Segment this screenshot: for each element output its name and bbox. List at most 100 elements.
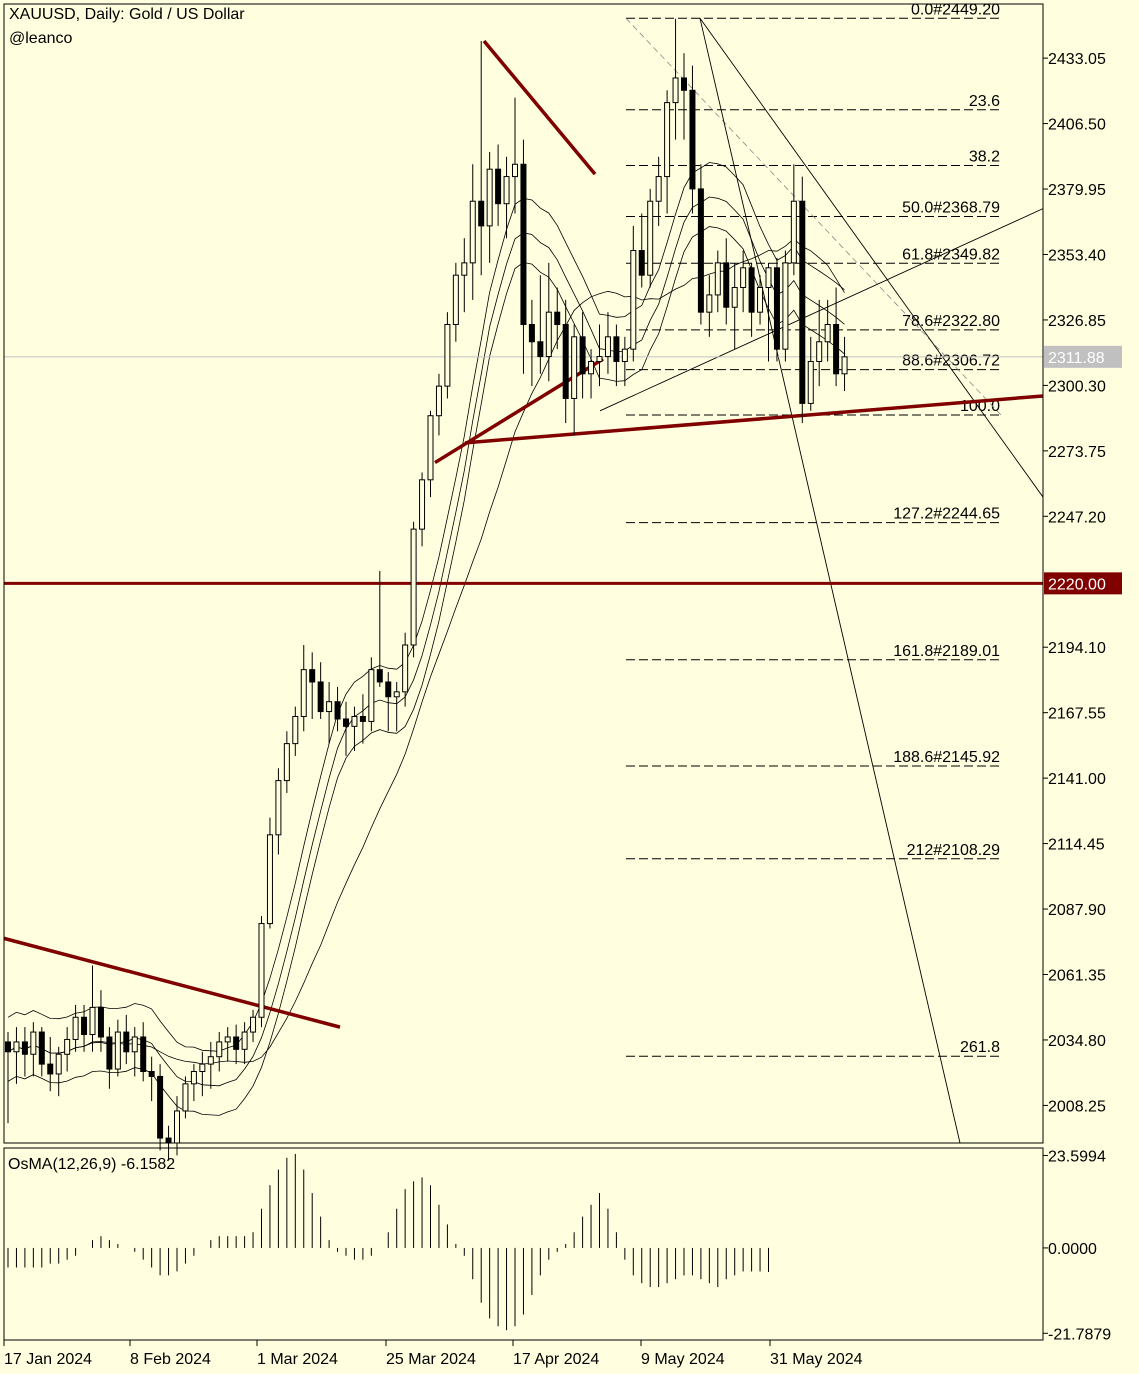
- candle-body: [520, 163, 527, 325]
- candle-body: [317, 681, 324, 713]
- candle-body: [38, 1031, 45, 1065]
- candle-body: [452, 274, 459, 325]
- candle: [38, 1027, 45, 1077]
- candle-body: [790, 200, 797, 264]
- candle-body: [697, 188, 704, 313]
- candle: [799, 176, 806, 424]
- candle-body: [334, 701, 341, 720]
- y-tick-label: 2114.45: [1048, 837, 1105, 854]
- candles-layer: [5, 18, 848, 1161]
- ma-fast-line: [7, 196, 845, 1087]
- candle: [427, 410, 434, 498]
- candle: [697, 164, 704, 325]
- candle: [174, 1096, 180, 1156]
- candle: [309, 652, 316, 719]
- fib-level-label: 38.2: [969, 148, 1000, 165]
- fib-diagonal-line: [625, 18, 1002, 416]
- candle-body: [283, 743, 290, 782]
- osma-pane-frame: [3, 1147, 1044, 1341]
- y-tick-label: 2034.80: [1048, 1033, 1106, 1050]
- candle: [199, 1051, 206, 1097]
- candle: [469, 164, 476, 300]
- candle-body: [444, 323, 451, 387]
- fib-level-label: 212#2108.29: [907, 842, 1001, 859]
- osma-tick-label: -21.7879: [1048, 1326, 1111, 1343]
- candle-body: [495, 168, 502, 205]
- y-tick-label: 2194.10: [1048, 640, 1106, 657]
- candle-body: [114, 1031, 121, 1070]
- candle-body: [182, 1083, 189, 1112]
- author-label: @leanco: [9, 30, 73, 47]
- candle-body: [233, 1036, 240, 1050]
- candle: [554, 287, 561, 350]
- candle-body: [343, 718, 349, 727]
- candle-body: [300, 669, 307, 717]
- ma-upper-band-line: [7, 162, 845, 1052]
- candle-body: [427, 415, 434, 481]
- candle-body: [64, 1038, 71, 1055]
- chart-title: XAUUSD, Daily: Gold / US Dollar: [9, 6, 245, 23]
- candle: [672, 18, 679, 140]
- candle-body: [714, 262, 721, 296]
- candle: [241, 1022, 248, 1065]
- candle: [410, 521, 417, 658]
- osma-title: OsMA(12,26,9) -6.1582: [8, 1156, 175, 1173]
- candle: [326, 681, 333, 744]
- candle: [461, 238, 468, 313]
- support-trend-line: [464, 394, 1044, 445]
- candle: [89, 965, 96, 1052]
- fib-level-label: 188.6#2145.92: [893, 749, 1000, 766]
- candle-body: [571, 336, 578, 399]
- candle: [30, 1022, 37, 1077]
- candle-body: [106, 1036, 113, 1070]
- candle-body: [21, 1041, 28, 1055]
- candle-body: [689, 89, 696, 190]
- candle: [368, 657, 375, 732]
- candle: [537, 275, 544, 374]
- candle: [765, 262, 772, 362]
- candle-body: [469, 200, 476, 264]
- candle-body: [621, 348, 628, 362]
- candle-body: [833, 323, 840, 375]
- candle-body: [765, 267, 772, 289]
- candle: [647, 188, 654, 288]
- candle: [435, 373, 442, 436]
- x-tick-label: 25 Mar 2024: [386, 1351, 476, 1368]
- candle-body: [672, 77, 679, 104]
- candle: [655, 156, 662, 226]
- candle-body: [190, 1071, 197, 1085]
- x-tick-label: 1 Mar 2024: [257, 1351, 338, 1368]
- candle: [740, 250, 747, 313]
- candle-body: [604, 336, 611, 358]
- x-tick-label: 17 Jan 2024: [4, 1351, 92, 1368]
- candle-body: [757, 287, 764, 313]
- y-tick-label: 2061.35: [1048, 967, 1106, 984]
- key-level-label: 2220.00: [1048, 576, 1106, 593]
- candle: [275, 768, 282, 855]
- candle: [528, 299, 535, 387]
- x-tick-label: 17 Apr 2024: [513, 1351, 599, 1368]
- candle: [106, 1027, 113, 1089]
- candle-body: [376, 669, 383, 683]
- candle: [790, 164, 797, 276]
- candle: [613, 324, 620, 387]
- candle: [706, 275, 713, 337]
- candle-body: [435, 385, 442, 417]
- candle: [334, 686, 341, 732]
- candle: [486, 151, 493, 263]
- candle-body: [537, 341, 544, 358]
- osma-tick-label: 0.0000: [1048, 1241, 1097, 1258]
- candle: [131, 1027, 138, 1077]
- candle-body: [5, 1041, 11, 1053]
- candle: [123, 1014, 130, 1065]
- candle-body: [30, 1031, 37, 1055]
- candle-body: [368, 669, 375, 722]
- candle: [816, 299, 823, 387]
- downtrend-line-feb: [3, 936, 341, 1029]
- candle: [621, 336, 628, 387]
- candle: [64, 1027, 71, 1072]
- candle-body: [351, 715, 358, 727]
- candle: [376, 571, 383, 687]
- candle: [731, 262, 738, 350]
